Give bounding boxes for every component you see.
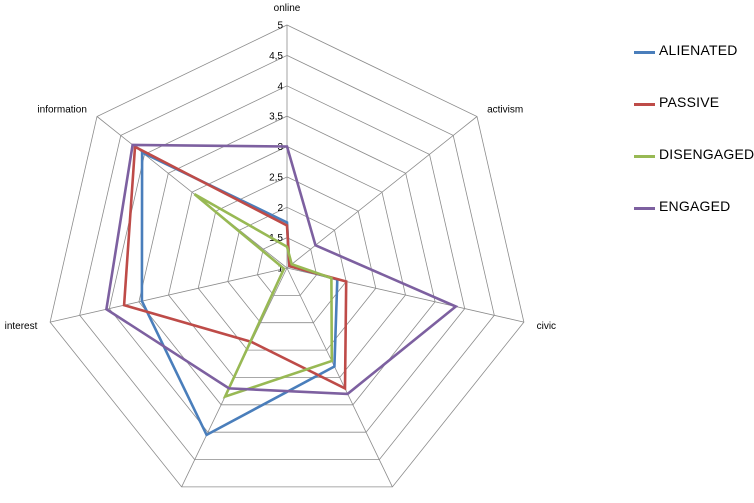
- grid-ring-3: [197, 176, 377, 351]
- grid-ring-8: [49, 24, 525, 488]
- legend-label-engaged: ENGAGED: [659, 198, 731, 214]
- tick-label: 1: [277, 264, 283, 275]
- legend-label-passive: PASSIVE: [659, 94, 720, 110]
- legend-item-engaged: ENGAGED: [632, 196, 750, 248]
- tick-label: 3,5: [269, 112, 283, 123]
- legend-item-alienated: ALIENATED: [632, 40, 750, 92]
- spoke-activism: [286, 116, 478, 269]
- legend-swatch-passive: [634, 103, 655, 106]
- grid-ring-1: [256, 237, 318, 296]
- series-line-passive: [122, 144, 348, 391]
- tick-label: 2: [277, 203, 283, 214]
- axis-label-activism: activism: [487, 104, 523, 115]
- grid-ring-7: [79, 54, 495, 461]
- legend-label-disengaged: DISENGAGED: [659, 146, 754, 162]
- tick-label: 4: [277, 81, 283, 92]
- spoke-information: [96, 116, 288, 269]
- grid-ring-5: [138, 115, 436, 406]
- axis-label-civic: civic: [537, 321, 556, 332]
- legend-item-passive: PASSIVE: [632, 92, 750, 144]
- radar-series: [104, 143, 459, 437]
- series-line-disengaged: [193, 192, 334, 399]
- tick-label: 4,5: [269, 51, 283, 62]
- series-line-engaged: [104, 143, 459, 396]
- grid-ring-6: [108, 85, 466, 433]
- spoke-trust: [286, 267, 393, 488]
- legend: ALIENATED PASSIVE DISENGAGED ENGAGED: [632, 40, 754, 248]
- grid-ring-4: [168, 146, 406, 378]
- axis-label-interest: interest: [5, 321, 38, 332]
- legend-label-alienated: ALIENATED: [659, 42, 738, 58]
- grid-ring-2: [227, 206, 347, 324]
- tick-label: 2,5: [269, 172, 283, 183]
- legend-item-disengaged: DISENGAGED: [632, 144, 754, 196]
- axis-label-online: online: [274, 3, 301, 14]
- tick-label: 1,5: [269, 233, 283, 244]
- legend-swatch-disengaged: [634, 155, 655, 158]
- legend-swatch-engaged: [634, 207, 655, 210]
- axis-label-information: information: [37, 104, 86, 115]
- tick-label: 5: [277, 21, 283, 32]
- radar-axis-labels: onlineactivismcivictrustalienationintere…: [5, 3, 556, 503]
- legend-swatch-alienated: [634, 51, 655, 54]
- radar-grid: [49, 24, 525, 488]
- spoke-interest: [50, 267, 288, 323]
